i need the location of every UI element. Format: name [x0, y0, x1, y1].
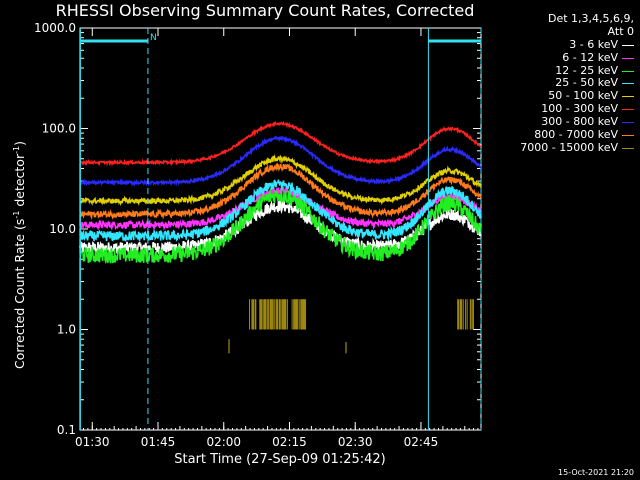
legend-entry: 3 - 6 keV	[478, 37, 634, 52]
legend-header-line-1: Det 1,3,4,5,6,9,	[547, 12, 634, 25]
legend-entry: 6 - 12 keV	[478, 50, 634, 65]
x-tick-label: 02:30	[338, 435, 373, 449]
y-axis-label: Corrected Count Rate (s-1 detector-1)	[12, 141, 28, 369]
legend-entry: 300 - 800 keV	[478, 115, 634, 129]
legend-swatch	[622, 83, 634, 85]
y-tick-label: 1000.0	[34, 21, 76, 35]
chart-title: RHESSI Observing Summary Count Rates, Co…	[55, 1, 475, 20]
legend-entry-label: 100 - 300 keV	[541, 102, 618, 116]
series-line-7	[79, 162, 482, 220]
legend: Det 1,3,4,5,6,9, Att 0 3 - 6 keV 6 - 12 k…	[478, 12, 634, 155]
legend-swatch	[622, 57, 634, 59]
series-line-2	[79, 187, 482, 265]
series-line-3	[79, 179, 482, 242]
x-tick-label: 02:45	[404, 435, 439, 449]
legend-entry: 800 - 7000 keV	[478, 128, 634, 142]
series-line-5	[79, 120, 482, 167]
footer-timestamp: 15-Oct-2021 21:20	[558, 468, 634, 477]
legend-entry: 25 - 50 keV	[478, 77, 634, 90]
x-tick-label: 02:15	[272, 435, 307, 449]
y-tick-label: 0.1	[57, 423, 76, 437]
y-tick-label: 1.0	[57, 323, 76, 337]
legend-swatch	[622, 109, 634, 111]
x-axis-label: Start Time (27-Sep-09 01:25:42)	[174, 452, 386, 467]
legend-entry: 50 - 100 keV	[478, 89, 634, 103]
legend-entry-label: 7000 - 15000 keV	[520, 140, 618, 154]
x-tick-label: 01:45	[141, 435, 176, 449]
legend-entry-label: 50 - 100 keV	[548, 89, 618, 103]
legend-entry-label: 25 - 50 keV	[555, 76, 618, 90]
legend-swatch	[622, 134, 634, 136]
x-tick-label: 01:30	[75, 435, 110, 449]
legend-swatch	[622, 122, 634, 124]
legend-entry: 100 - 300 keV	[478, 102, 634, 116]
legend-entry-label: 3 - 6 keV	[569, 37, 618, 51]
legend-header-line-2: Att 0	[607, 24, 634, 38]
x-tick-label: 02:00	[206, 435, 241, 449]
series-line-4	[79, 153, 482, 207]
night-marker-label: N	[150, 33, 157, 43]
y-tick-label: 10.0	[49, 222, 76, 236]
legend-entry: 12 - 25 keV	[478, 63, 634, 78]
legend-entry-label: 800 - 7000 keV	[534, 128, 618, 142]
y-tick-label: 100.0	[42, 122, 76, 136]
legend-entry-label: 12 - 25 keV	[555, 63, 618, 77]
legend-swatch	[622, 70, 634, 72]
legend-entry-label: 300 - 800 keV	[541, 115, 618, 129]
legend-entry: 7000 - 15000 keV	[478, 140, 634, 155]
series-line-6	[79, 135, 482, 187]
legend-swatch	[622, 96, 634, 98]
legend-swatch	[622, 147, 634, 149]
legend-swatch	[622, 44, 634, 46]
legend-entry-label: 6 - 12 keV	[562, 50, 618, 64]
